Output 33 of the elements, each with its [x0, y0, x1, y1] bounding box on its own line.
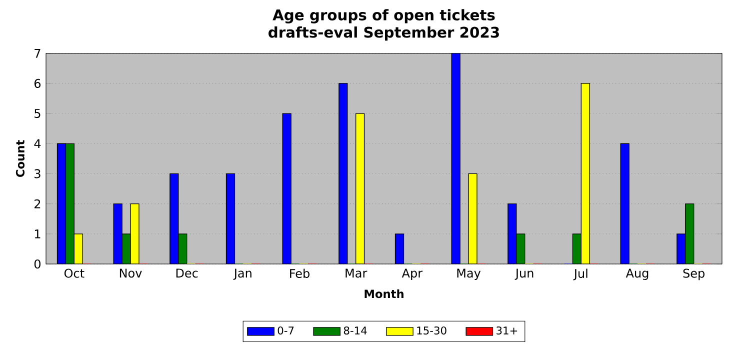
y-tick-label: 0 [34, 259, 40, 269]
y-tick-label: 1 [34, 230, 40, 238]
bar [516, 234, 526, 264]
x-tick-label: Nov [120, 268, 142, 278]
y-tick-label: 7 [34, 48, 40, 58]
y-tick-label: 5 [34, 109, 40, 118]
x-tick-label: Sep [683, 268, 704, 280]
legend-label: 15-30 [417, 326, 446, 335]
bar [65, 143, 75, 264]
bar [685, 203, 694, 264]
legend-label: 31+ [496, 326, 518, 335]
chart-subtitle: drafts-eval September 2023 [268, 26, 499, 41]
bar [572, 234, 582, 264]
x-tick-label: Jan [233, 268, 252, 280]
legend-label: 8-14 [344, 326, 367, 335]
y-tick-label: 6 [34, 78, 41, 88]
x-tick-label: Feb [290, 268, 310, 278]
x-tick-label: Mar [346, 268, 368, 278]
x-tick-label: Jul [573, 268, 588, 280]
y-tick-label: 4 [34, 139, 41, 148]
y-tick-label: 3 [34, 169, 40, 178]
x-tick-label: Jun [514, 268, 534, 280]
bar [178, 234, 188, 264]
x-tick-label: Dec [176, 268, 198, 278]
legend-label: 0-7 [278, 326, 294, 335]
y-axis-title: Count [16, 140, 25, 177]
x-axis-title: Month [364, 289, 404, 298]
x-tick-label: Aug [626, 268, 648, 280]
x-tick-label: May [457, 268, 481, 280]
x-tick-label: Oct [64, 268, 84, 278]
chart-title: Age groups of open tickets [272, 9, 495, 24]
y-tick-label: 2 [34, 199, 40, 208]
x-tick-label: Apr [402, 268, 423, 280]
